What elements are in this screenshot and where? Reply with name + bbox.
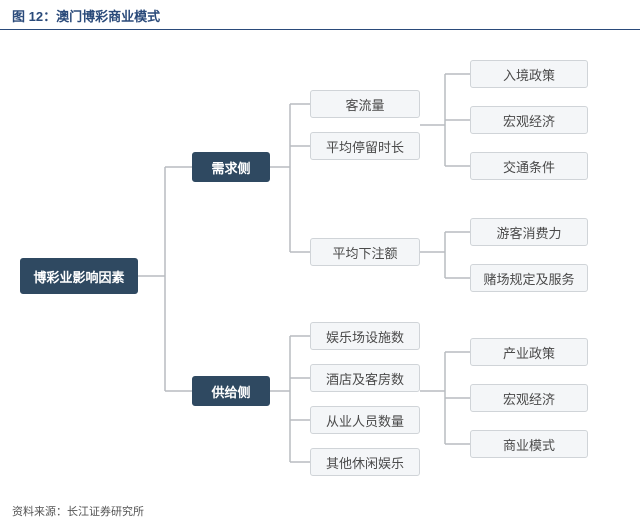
node-r7: 宏观经济 [470, 384, 588, 412]
node-r5: 赌场规定及服务 [470, 264, 588, 292]
figure-title: 图 12：澳门博彩商业模式 [0, 0, 640, 30]
node-r4: 游客消费力 [470, 218, 588, 246]
node-d2: 平均停留时长 [310, 132, 420, 160]
node-d3: 平均下注额 [310, 238, 420, 266]
source-footer: 资料来源：长江证券研究所 [12, 503, 144, 519]
node-supply: 供给侧 [192, 376, 270, 406]
node-r1: 入境政策 [470, 60, 588, 88]
diagram-canvas: 博彩业影响因素 需求侧供给侧 客流量平均停留时长平均下注额娱乐场设施数酒店及客房数从… [0, 30, 640, 500]
node-s2: 酒店及客房数 [310, 364, 420, 392]
node-root: 博彩业影响因素 [20, 258, 138, 294]
node-r3: 交通条件 [470, 152, 588, 180]
node-r6: 产业政策 [470, 338, 588, 366]
node-s3: 从业人员数量 [310, 406, 420, 434]
node-r8: 商业模式 [470, 430, 588, 458]
node-s4: 其他休闲娱乐 [310, 448, 420, 476]
node-d1: 客流量 [310, 90, 420, 118]
node-demand: 需求侧 [192, 152, 270, 182]
node-r2: 宏观经济 [470, 106, 588, 134]
node-s1: 娱乐场设施数 [310, 322, 420, 350]
